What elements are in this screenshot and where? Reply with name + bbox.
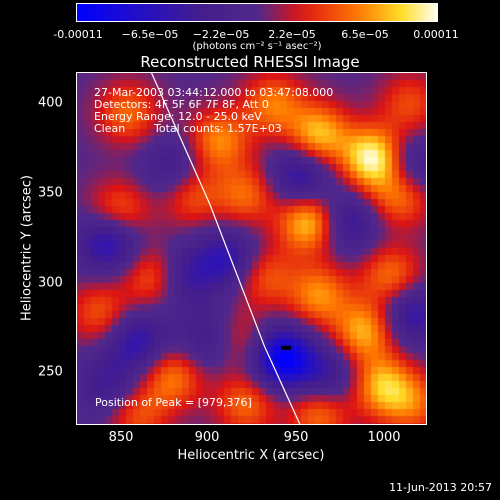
heatmap-image	[77, 73, 426, 424]
x-tick-label: 850	[108, 430, 134, 445]
y-tick-label: 350	[38, 185, 63, 201]
colorbar-tick: −6.5e−05	[121, 28, 179, 41]
x-tick-label: 900	[194, 430, 220, 445]
x-axis-label: Heliocentric X (arcsec)	[177, 448, 325, 463]
x-tick-label: 950	[283, 430, 309, 445]
y-axis-label: Heliocentric Y (arcsec)	[19, 175, 35, 321]
generation-timestamp: 11-Jun-2013 20:57	[389, 481, 492, 494]
colorbar	[76, 3, 438, 22]
chart-title: Reconstructed RHESSI Image	[140, 53, 360, 71]
annotation-energy-range: Energy Range: 12.0 - 25.0 keV	[94, 110, 262, 123]
annotation-total-counts: Total counts: 1.57E+03	[154, 122, 282, 135]
annotation-detectors: Detectors: 4F 5F 6F 7F 8F, Att 0	[94, 98, 269, 111]
y-tick-label: 300	[38, 275, 63, 291]
colorbar-tick: 0.00011	[413, 28, 459, 41]
overlay	[151, 73, 301, 424]
colorbar-unit-label: (photons cm⁻² s⁻¹ asec⁻²)	[192, 41, 322, 52]
colorbar-tick: -0.00011	[53, 28, 103, 41]
solar-limb-line	[151, 73, 301, 424]
plot-area: 27-Mar-2003 03:44:12.000 to 03:47:08.000…	[76, 72, 427, 425]
annotation-time-range: 27-Mar-2003 03:44:12.000 to 03:47:08.000	[94, 86, 334, 99]
peak-marker	[281, 345, 292, 350]
annotation-clean: Clean	[94, 122, 126, 135]
colorbar-tick: 2.2e−05	[268, 28, 316, 41]
colorbar-tick: −2.2e−05	[192, 28, 250, 41]
colorbar-tick: 6.5e−05	[341, 28, 389, 41]
annotation-peak-position: Position of Peak = [979,376]	[95, 396, 252, 409]
y-tick-label: 250	[38, 364, 63, 380]
x-tick-label: 1000	[367, 430, 401, 445]
y-tick-label: 400	[38, 95, 63, 111]
